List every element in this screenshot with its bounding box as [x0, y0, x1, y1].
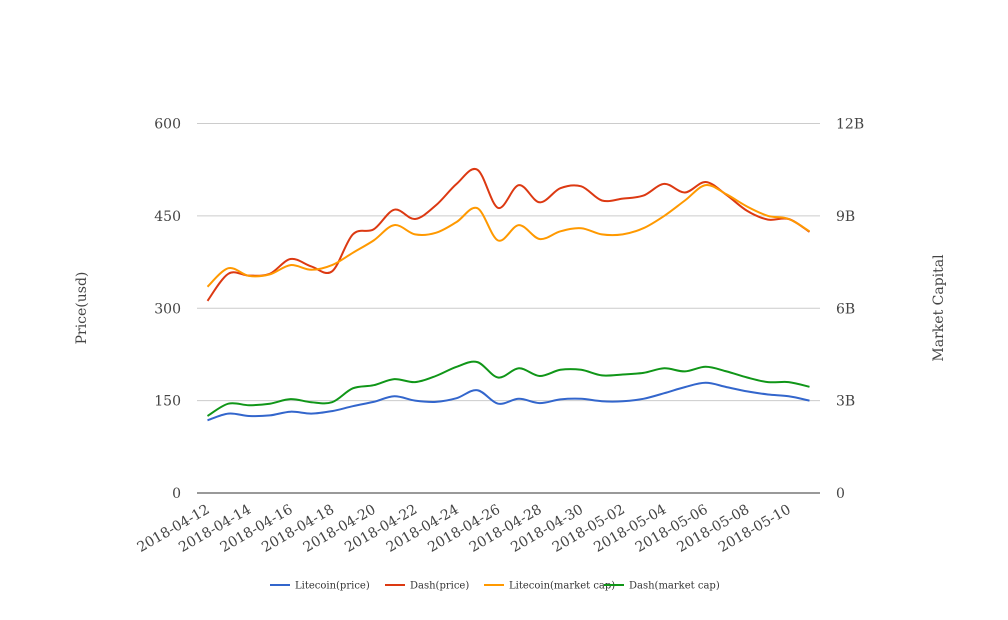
- y-axis-right-title: Market Capital: [931, 254, 947, 362]
- y-axis-right: 0 3B 6B 9B 12B: [836, 117, 864, 503]
- y-left-tick-label: 300: [154, 301, 181, 317]
- y-left-tick-label: 600: [154, 117, 181, 133]
- y-right-tick-label: 6B: [836, 301, 855, 317]
- y-left-tick-label: 150: [154, 394, 181, 410]
- y-right-tick-label: 0: [836, 486, 845, 502]
- x-axis: 2018-04-122018-04-142018-04-162018-04-18…: [135, 502, 794, 556]
- series-line-litecoin-market-cap: [206, 184, 811, 288]
- legend-label: Dash(market cap): [629, 581, 720, 592]
- y-axis-left-title: Price(usd): [74, 272, 90, 345]
- y-right-tick-label: 12B: [836, 117, 864, 133]
- legend-label: Dash(price): [410, 581, 469, 592]
- series-line-dash-price: [206, 167, 811, 302]
- y-axis-left: 0 150 300 450 600: [154, 117, 181, 503]
- series-line-dash-market-cap: [206, 360, 810, 417]
- series-line-litecoin-price: [207, 381, 810, 422]
- y-right-tick-label: 9B: [836, 209, 855, 225]
- legend: Litecoin(price) Dash(price) Litecoin(marke…: [270, 581, 720, 592]
- y-right-tick-label: 3B: [836, 394, 855, 410]
- legend-label: Litecoin(price): [295, 581, 370, 592]
- gridlines: [197, 123, 820, 494]
- y-left-tick-label: 0: [172, 486, 181, 502]
- legend-label: Litecoin(market cap): [509, 581, 615, 592]
- y-left-tick-label: 450: [154, 209, 181, 225]
- series-lines: [206, 167, 811, 422]
